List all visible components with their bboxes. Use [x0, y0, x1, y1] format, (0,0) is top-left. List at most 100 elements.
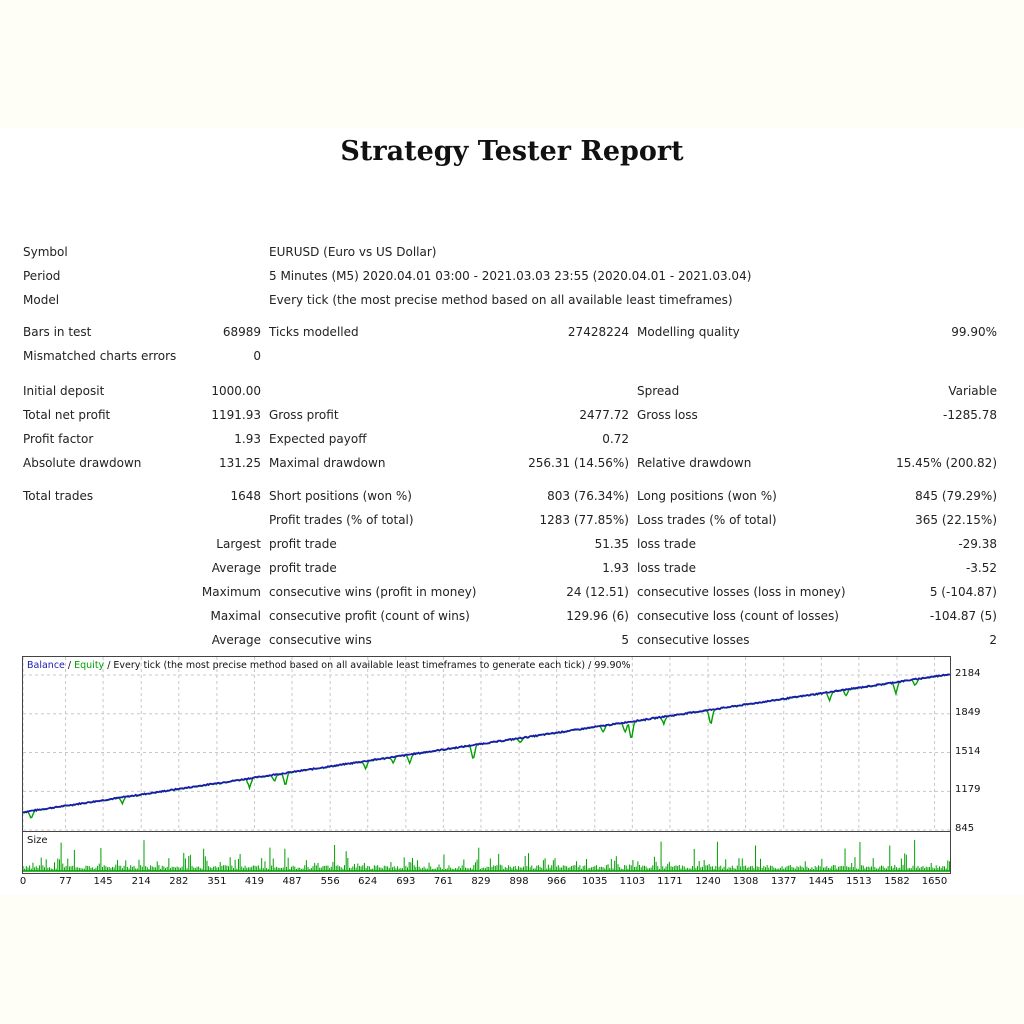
x-tick-label: 1240 — [695, 876, 721, 887]
x-tick-label: 77 — [59, 876, 72, 887]
stat-value: 1283 (77.85%) — [539, 513, 629, 527]
x-tick-label: 487 — [282, 876, 302, 887]
balance-chart: Balance / Equity / Every tick (the most … — [22, 656, 951, 832]
chart-legend: Balance / Equity / Every tick (the most … — [27, 660, 631, 671]
stat-value: -29.38 — [958, 537, 997, 551]
x-tick-label: 898 — [509, 876, 529, 887]
x-tick-label: 1103 — [619, 876, 646, 887]
stat-label: consecutive losses — [637, 633, 750, 647]
stat-label: Total net profit — [23, 408, 111, 422]
x-tick-label: 829 — [471, 876, 491, 887]
stat-label: Absolute drawdown — [23, 456, 142, 470]
stat-label: Total trades — [23, 489, 94, 503]
stat-label: Symbol — [23, 245, 68, 259]
stat-value: 27428224 — [567, 325, 629, 339]
stat-label: Initial deposit — [23, 384, 105, 398]
x-tick-label: 556 — [320, 876, 340, 887]
y-tick-label: 845 — [955, 823, 975, 834]
stat-value: 99.90% — [951, 325, 997, 339]
x-tick-label: 1377 — [770, 876, 797, 887]
x-tick-label: 1035 — [582, 876, 608, 887]
stat-label: consecutive wins (profit in money) — [269, 585, 477, 599]
stat-value: Largest — [216, 537, 261, 551]
stat-label: Loss trades (% of total) — [637, 513, 777, 527]
x-tick-label: 1513 — [846, 876, 872, 887]
stat-label: consecutive wins — [269, 633, 372, 647]
stat-value: 1.93 — [602, 561, 629, 575]
stat-value: 0.72 — [602, 432, 629, 446]
stat-label: Spread — [637, 384, 680, 398]
stat-value: Average — [211, 633, 261, 647]
y-tick-label: 1179 — [955, 784, 981, 796]
stat-label: Mismatched charts errors — [23, 349, 177, 363]
stat-value: 803 (76.34%) — [547, 489, 629, 503]
stat-value: 1191.93 — [211, 408, 261, 422]
x-tick-label: 1650 — [921, 876, 948, 887]
x-tick-label: 1445 — [808, 876, 834, 887]
stat-value: Maximal — [210, 609, 261, 623]
stat-label: Maximal drawdown — [269, 456, 386, 470]
stat-label: Every tick (the most precise method base… — [269, 293, 733, 307]
stat-label: EURUSD (Euro vs US Dollar) — [269, 245, 437, 259]
y-tick-label: 2184 — [955, 668, 981, 679]
stat-value: Variable — [948, 384, 997, 398]
stat-value: Maximum — [201, 585, 261, 599]
stat-label: consecutive loss (count of losses) — [637, 609, 839, 623]
stat-label: Short positions (won %) — [269, 489, 412, 503]
stat-value: 1648 — [230, 489, 261, 503]
stat-value: 0 — [253, 349, 261, 363]
y-tick-label: 1849 — [955, 706, 981, 718]
x-tick-label: 282 — [169, 876, 189, 887]
legend-balance: Balance — [27, 660, 65, 671]
balance-line — [23, 673, 950, 814]
stat-label: consecutive profit (count of wins) — [269, 609, 470, 623]
x-tick-label: 1582 — [884, 876, 910, 887]
stat-label: Ticks modelled — [269, 325, 359, 339]
stat-label: Profit trades (% of total) — [269, 513, 414, 527]
stat-label: Relative drawdown — [637, 456, 752, 470]
stat-label: loss trade — [637, 537, 696, 551]
report-title: Strategy Tester Report — [340, 136, 684, 167]
legend-equity: Equity — [74, 660, 105, 671]
y-tick-label: 1514 — [955, 745, 981, 757]
stat-value: Average — [211, 561, 261, 575]
stat-value: 68989 — [222, 325, 261, 339]
stat-value: 845 (79.29%) — [915, 489, 997, 503]
x-tick-label: 214 — [131, 876, 151, 887]
stat-label: profit trade — [269, 561, 337, 575]
stat-label: Period — [23, 269, 61, 283]
stat-label: Modelling quality — [637, 325, 740, 339]
x-tick-label: 419 — [244, 876, 265, 887]
stat-value: 365 (22.15%) — [915, 513, 997, 527]
stat-label: consecutive losses (loss in money) — [637, 585, 846, 599]
stat-label: loss trade — [637, 561, 696, 575]
stat-label: 5 Minutes (M5) 2020.04.01 03:00 - 2021.0… — [269, 269, 752, 283]
stat-label: Model — [23, 293, 60, 307]
stat-value: 131.25 — [219, 456, 261, 470]
stat-value: 15.45% (200.82) — [896, 456, 997, 470]
volume-chart: Size — [22, 831, 951, 874]
stat-label: profit trade — [269, 537, 337, 551]
stat-value: 2 — [989, 633, 997, 647]
stat-value: -104.87 (5) — [929, 609, 997, 623]
x-tick-label: 1308 — [732, 876, 759, 887]
stat-value: 2477.72 — [579, 408, 629, 422]
stat-value: 1000.00 — [211, 384, 261, 398]
stat-value: 129.96 (6) — [566, 609, 629, 623]
stat-value: 5 — [621, 633, 629, 647]
x-tick-label: 1171 — [657, 876, 683, 887]
stat-label: Gross profit — [269, 408, 339, 422]
stat-value: 51.35 — [594, 537, 629, 551]
legend-description: / Every tick (the most precise method ba… — [104, 660, 631, 671]
legend-separator: / — [64, 660, 75, 671]
x-tick-label: 0 — [19, 876, 27, 887]
stat-value: -3.52 — [965, 561, 997, 575]
stat-label: Profit factor — [23, 432, 94, 446]
stat-value: 1.93 — [234, 432, 261, 446]
stat-label: Gross loss — [637, 408, 698, 422]
equity-line — [23, 673, 950, 819]
stat-value: 5 (-104.87) — [929, 585, 997, 599]
stat-label: Long positions (won %) — [637, 489, 777, 503]
volume-chart-plot — [23, 839, 950, 872]
stat-value: 256.31 (14.56%) — [528, 456, 629, 470]
